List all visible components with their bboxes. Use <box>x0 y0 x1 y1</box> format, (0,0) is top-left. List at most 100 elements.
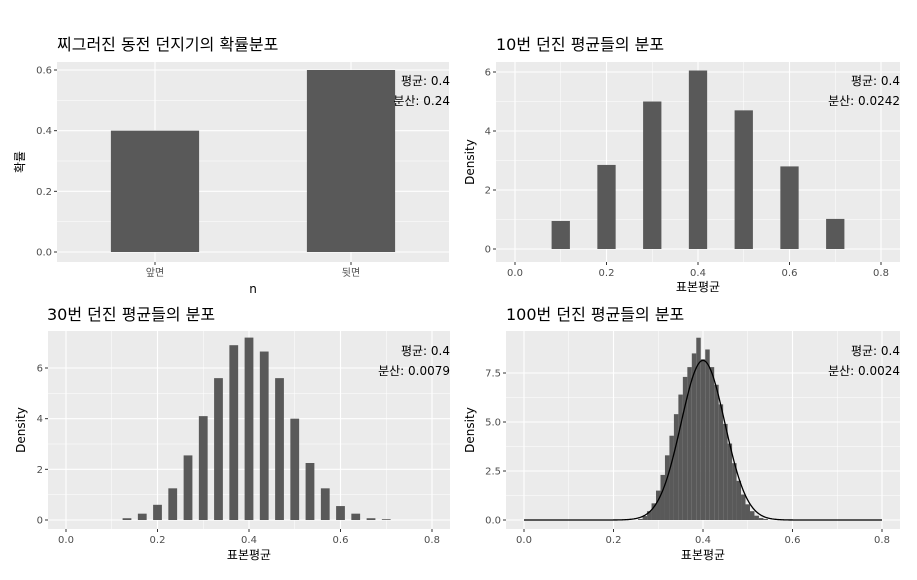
mean-annotation: 평균: 0.4 <box>401 74 450 88</box>
histogram-bar-12 <box>290 418 300 520</box>
y-axis-title: 확률 <box>13 151 27 173</box>
histogram-bar-1 <box>122 518 132 520</box>
mean-annotation: 평균: 0.4 <box>401 344 450 358</box>
bars <box>638 337 768 520</box>
mean-of-30-panel: 30번 던진 평균들의 분포 0 2 4 6 0.0 0.2 0.4 0.6 0.8 표본평균… <box>14 305 450 562</box>
x-tick-label: 0.8 <box>424 535 440 546</box>
histogram-bar-7 <box>664 455 670 520</box>
histogram-bar-18 <box>381 519 391 520</box>
mean-of-10-panel: 10번 던진 평균들의 분포 0 2 4 6 0.0 0.2 0.4 0.6 0.8 표본평균… <box>463 35 900 294</box>
bars <box>551 70 845 250</box>
y-tick-label: 2 <box>485 186 491 197</box>
histogram-bar-15 <box>700 359 706 520</box>
x-tick-label: 0.0 <box>516 535 532 546</box>
y-tick-label: 4 <box>37 414 43 425</box>
y-axis-ticks: 0 2 4 6 <box>37 364 48 527</box>
y-tick-label: 0.0 <box>36 248 52 259</box>
chart-title: 30번 던진 평균들의 분포 <box>47 305 215 324</box>
coin-probability-panel: 찌그러진 동전 던지기의 확률분포 0.0 0.2 0.4 0.6 앞면 뒷면 n 확률… <box>13 35 450 296</box>
variance-annotation: 분산: 0.0024 <box>828 364 900 378</box>
chart-title: 찌그러진 동전 던지기의 확률분포 <box>57 35 278 54</box>
histogram-bar-19 <box>718 404 724 520</box>
histogram-bar-21 <box>727 443 733 520</box>
x-tick-label: 0.4 <box>690 268 706 279</box>
histogram-bar-11 <box>682 376 688 520</box>
y-tick-label: 0.6 <box>36 66 52 77</box>
histogram-bar-8 <box>229 345 239 520</box>
histogram-bar-5 <box>183 455 193 520</box>
y-axis-ticks: 0.0 2.5 5.0 7.5 <box>485 369 506 527</box>
x-tick-label: 0.8 <box>873 268 889 279</box>
histogram-bar-2 <box>137 513 147 520</box>
y-tick-label: 2 <box>37 465 43 476</box>
mean-annotation: 평균: 0.4 <box>851 344 900 358</box>
mean-of-100-panel: 100번 던진 평균들의 분포 0.02.55.07.5 0.0 0.2 0.4 0.… <box>463 305 900 562</box>
x-tick-label: 0.2 <box>150 535 166 546</box>
histogram-bar-27 <box>754 515 759 520</box>
histogram-bar-29 <box>763 519 768 520</box>
y-tick-label: 2.5 <box>485 467 501 478</box>
x-tick-label: 0.8 <box>874 535 890 546</box>
histogram-bar-17 <box>709 367 715 520</box>
histogram-bar-4 <box>651 503 657 520</box>
histogram-bar-11 <box>275 378 284 520</box>
histogram-bar-1 <box>551 220 570 249</box>
chart-title: 10번 던진 평균들의 분포 <box>496 35 664 54</box>
histogram-bar-12 <box>687 367 692 520</box>
y-tick-label: 0.0 <box>485 516 501 527</box>
histogram-bar-7 <box>214 378 223 520</box>
x-axis-ticks: 0.0 0.2 0.4 0.6 0.8 <box>507 262 889 279</box>
histogram-bar-6 <box>780 166 799 249</box>
x-axis-ticks: 0.0 0.2 0.4 0.6 0.8 <box>516 529 890 546</box>
x-axis-title: 표본평균 <box>681 548 725 562</box>
y-tick-label: 0.2 <box>36 187 52 198</box>
x-axis-title: 표본평균 <box>676 280 720 294</box>
histogram-bar-17 <box>366 518 376 520</box>
y-tick-label: 6 <box>485 68 491 79</box>
x-tick-label: 0.2 <box>599 268 615 279</box>
x-tick-label: 0.6 <box>785 535 801 546</box>
x-axis-title: n <box>249 282 257 296</box>
histogram-bar-22 <box>732 463 737 520</box>
y-axis-title: Density <box>14 407 28 453</box>
x-tick-label: 0.2 <box>606 535 622 546</box>
y-tick-label: 6 <box>37 364 43 375</box>
y-axis-title: Density <box>463 139 477 185</box>
x-tick-label: 0.6 <box>782 268 798 279</box>
histogram-bar-23 <box>736 480 742 520</box>
histogram-bar-25 <box>745 504 750 520</box>
chart-title: 100번 던진 평균들의 분포 <box>506 305 684 324</box>
x-axis-ticks: 0.0 0.2 0.4 0.6 0.8 <box>58 529 440 546</box>
histogram-bar-15 <box>336 506 345 520</box>
histogram-bar-13 <box>691 353 697 520</box>
histogram-bar-18 <box>714 384 719 520</box>
histogram-bar-3 <box>647 511 652 520</box>
histogram-bar-14 <box>320 488 330 520</box>
y-axis-title: Density <box>463 407 477 453</box>
variance-annotation: 분산: 0.0079 <box>378 364 450 378</box>
x-tick-label: 0.6 <box>333 535 349 546</box>
x-axis-title: 표본평균 <box>227 548 271 562</box>
y-tick-label: 0.4 <box>36 126 52 137</box>
variance-annotation: 분산: 0.0242 <box>828 94 900 108</box>
histogram-bar-20 <box>723 423 728 520</box>
histogram-bar-6 <box>198 416 208 520</box>
histogram-bar-6 <box>660 474 665 520</box>
y-tick-label: 5.0 <box>485 418 501 429</box>
histogram-bar-9 <box>673 414 679 520</box>
histogram-bar-5 <box>656 490 661 520</box>
y-axis-ticks: 0.0 0.2 0.4 0.6 <box>36 66 57 259</box>
x-tick-label: 뒷면 <box>342 266 360 279</box>
histogram-bar-1 <box>638 519 643 520</box>
histogram-bar-3 <box>643 101 662 249</box>
histogram-bar-16 <box>351 513 361 520</box>
histogram-bar-28 <box>758 518 764 520</box>
density-curve <box>524 359 882 521</box>
histogram-bar-10 <box>259 351 269 520</box>
x-tick-label: 앞면 <box>146 267 164 279</box>
histogram-bar-7 <box>826 218 845 249</box>
bars <box>110 70 396 252</box>
mean-annotation: 평균: 0.4 <box>851 74 900 88</box>
x-axis-ticks: 앞면 뒷면 <box>146 262 360 279</box>
